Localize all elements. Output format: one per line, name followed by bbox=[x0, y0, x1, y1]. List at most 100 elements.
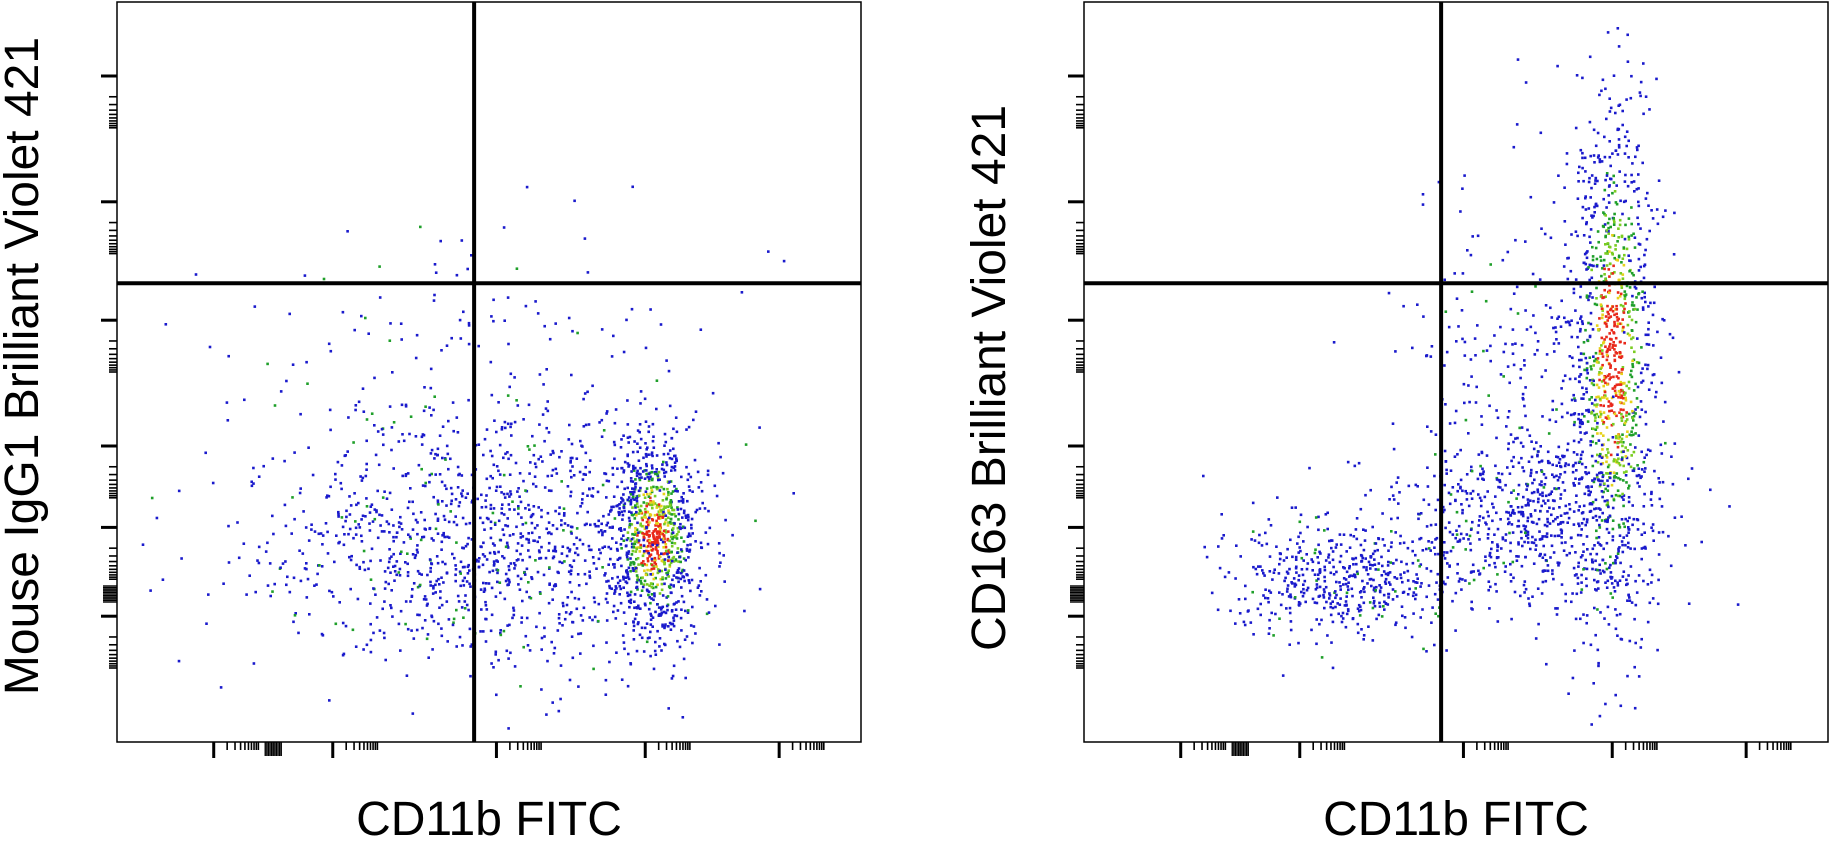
event-dot bbox=[1335, 543, 1338, 546]
event-dot bbox=[1586, 369, 1589, 372]
event-dot bbox=[537, 458, 540, 461]
event-dot bbox=[1446, 351, 1449, 354]
event-dot bbox=[507, 343, 510, 346]
event-dot bbox=[1637, 528, 1640, 531]
event-dot bbox=[1294, 583, 1297, 586]
event-dot bbox=[457, 466, 460, 469]
event-dot bbox=[1586, 614, 1589, 617]
event-dot bbox=[507, 394, 510, 397]
event-dot bbox=[425, 598, 428, 601]
event-dot bbox=[1598, 524, 1601, 527]
event-dot bbox=[1466, 498, 1469, 501]
event-dot bbox=[1584, 559, 1587, 562]
event-dot bbox=[638, 459, 641, 462]
event-dot bbox=[1580, 591, 1583, 594]
event-dot bbox=[1582, 206, 1585, 209]
event-dot bbox=[1593, 129, 1596, 132]
event-dot bbox=[222, 582, 225, 585]
event-dot bbox=[477, 345, 480, 348]
event-dot bbox=[651, 478, 654, 481]
event-dot bbox=[1413, 591, 1416, 594]
event-dot bbox=[662, 499, 665, 502]
event-dot bbox=[1634, 383, 1637, 386]
event-dot bbox=[1526, 485, 1529, 488]
event-dot bbox=[1596, 432, 1599, 435]
event-dot bbox=[675, 576, 678, 579]
event-dot bbox=[1615, 305, 1618, 308]
event-dot bbox=[1581, 387, 1584, 390]
event-dot bbox=[457, 431, 460, 434]
event-dot bbox=[1606, 359, 1609, 362]
event-dot bbox=[1417, 513, 1420, 516]
event-dot bbox=[439, 473, 442, 476]
event-dot bbox=[431, 449, 434, 452]
event-dot bbox=[645, 420, 648, 423]
event-dot bbox=[524, 507, 527, 510]
event-dot bbox=[421, 443, 424, 446]
event-dot bbox=[1607, 348, 1610, 351]
event-dot bbox=[1602, 211, 1605, 214]
event-dot bbox=[665, 359, 668, 362]
event-dot bbox=[602, 484, 605, 487]
event-dot bbox=[1599, 347, 1602, 350]
event-dot bbox=[1541, 376, 1544, 379]
event-dot bbox=[539, 373, 542, 376]
event-dot bbox=[643, 544, 646, 547]
event-dot bbox=[245, 593, 248, 596]
event-dot bbox=[440, 349, 443, 352]
event-dot bbox=[1634, 246, 1637, 249]
event-dot bbox=[461, 495, 464, 498]
event-dot bbox=[537, 571, 540, 574]
event-dot bbox=[1618, 138, 1621, 141]
event-dot bbox=[672, 490, 675, 493]
event-dot bbox=[1482, 470, 1485, 473]
event-dot bbox=[1234, 622, 1237, 625]
event-dot bbox=[508, 624, 511, 627]
event-dot bbox=[1297, 579, 1300, 582]
event-dot bbox=[1598, 507, 1601, 510]
event-dot bbox=[467, 609, 470, 612]
event-dot bbox=[1584, 170, 1587, 173]
event-dot bbox=[536, 524, 539, 527]
event-dot bbox=[328, 495, 331, 498]
event-dot bbox=[1647, 204, 1650, 207]
event-dot bbox=[1608, 332, 1611, 335]
event-dot bbox=[454, 564, 457, 567]
event-dot bbox=[1381, 512, 1384, 515]
event-dot bbox=[1658, 531, 1661, 534]
event-dot bbox=[1603, 396, 1606, 399]
event-dot bbox=[638, 431, 641, 434]
event-dot bbox=[686, 515, 689, 518]
event-dot bbox=[1577, 577, 1580, 580]
event-dot bbox=[663, 444, 666, 447]
event-dot bbox=[1322, 594, 1325, 597]
event-dot bbox=[410, 629, 413, 632]
event-dot bbox=[455, 645, 458, 648]
event-dot bbox=[1426, 466, 1429, 469]
event-dot bbox=[613, 458, 616, 461]
event-dot bbox=[598, 558, 601, 561]
event-dot bbox=[570, 491, 573, 494]
event-dot bbox=[1577, 418, 1580, 421]
event-dot bbox=[497, 569, 500, 572]
event-dot bbox=[1551, 545, 1554, 548]
event-dot bbox=[1651, 504, 1654, 507]
event-dot bbox=[1567, 443, 1570, 446]
event-dot bbox=[304, 274, 307, 277]
event-dot bbox=[328, 343, 331, 346]
event-dot bbox=[490, 630, 493, 633]
event-dot bbox=[640, 582, 643, 585]
event-dot bbox=[1615, 149, 1618, 152]
event-dot bbox=[1684, 544, 1687, 547]
event-dot bbox=[1612, 341, 1615, 344]
event-dot bbox=[480, 608, 483, 611]
event-dot bbox=[1310, 629, 1313, 632]
event-dot bbox=[1613, 213, 1616, 216]
event-dot bbox=[513, 508, 516, 511]
event-dot bbox=[1523, 541, 1526, 544]
event-dot bbox=[1611, 192, 1614, 195]
event-dot bbox=[1605, 336, 1608, 339]
event-dot bbox=[1372, 579, 1375, 582]
event-dot bbox=[633, 625, 636, 628]
